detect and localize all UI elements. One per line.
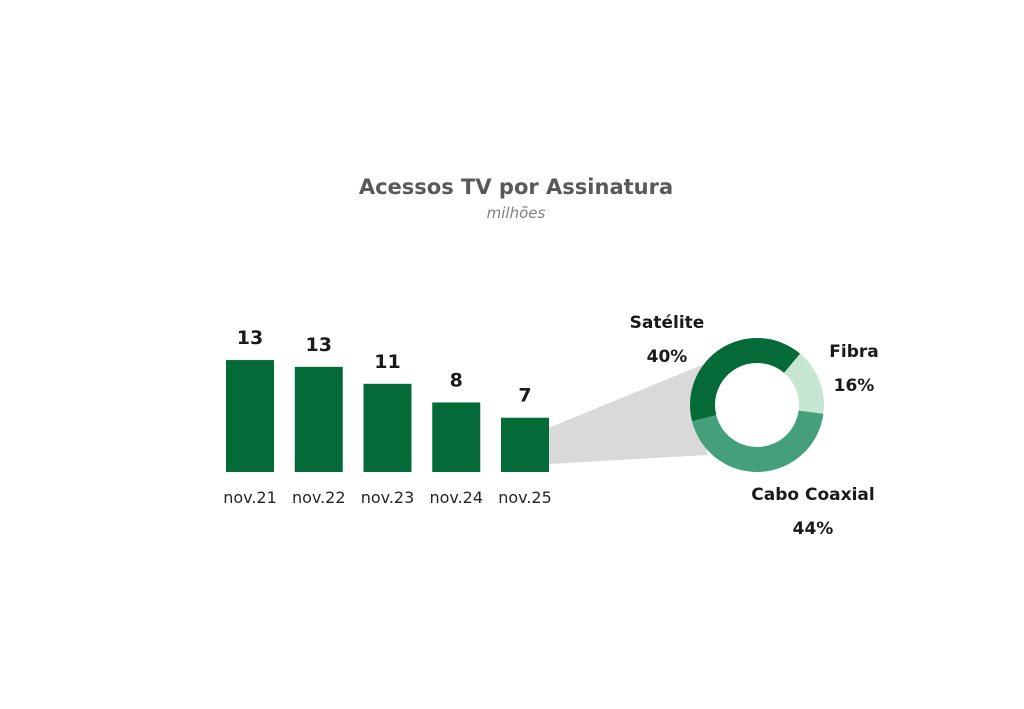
donut-slice-fibra xyxy=(783,353,824,414)
bar-nov.23 xyxy=(363,383,412,472)
bar-series: 13 nov.21 13 nov.22 11 nov.23 8 nov.24 7 nov.25 xyxy=(223,327,552,507)
donut-chart: Fibra 16% Cabo Coaxial 44% Satélite 40% xyxy=(630,313,879,539)
slice-percent-sat-lite: 40% xyxy=(647,347,688,367)
slice-percent-cabo-coaxial: 44% xyxy=(793,519,834,539)
category-label-nov.22: nov.22 xyxy=(292,488,346,507)
data-label-nov.22: 13 xyxy=(306,334,332,356)
slice-name-sat-lite: Satélite xyxy=(630,313,705,333)
category-label-nov.24: nov.24 xyxy=(429,488,483,507)
chart-subtitle: milhões xyxy=(487,204,546,222)
category-label-nov.21: nov.21 xyxy=(223,488,277,507)
donut-slice-cabo-coaxial xyxy=(691,410,824,473)
breakdown-connector xyxy=(549,365,707,464)
bar-nov.24 xyxy=(432,402,481,472)
bar-nov.25 xyxy=(501,417,549,472)
data-label-nov.21: 13 xyxy=(237,327,263,349)
category-label-nov.23: nov.23 xyxy=(361,488,415,507)
chart-title: Acessos TV por Assinatura xyxy=(359,175,673,199)
bar-nov.22 xyxy=(294,366,343,472)
data-label-nov.24: 8 xyxy=(450,369,463,391)
data-label-nov.23: 11 xyxy=(374,351,400,373)
donut-slice-sat-lite xyxy=(690,337,801,422)
slice-name-cabo-coaxial: Cabo Coaxial xyxy=(751,485,874,505)
data-label-nov.25: 7 xyxy=(518,385,531,407)
category-label-nov.25: nov.25 xyxy=(498,488,552,507)
bar-nov.21 xyxy=(226,360,274,472)
slice-name-fibra: Fibra xyxy=(829,342,878,362)
slice-percent-fibra: 16% xyxy=(834,376,875,396)
